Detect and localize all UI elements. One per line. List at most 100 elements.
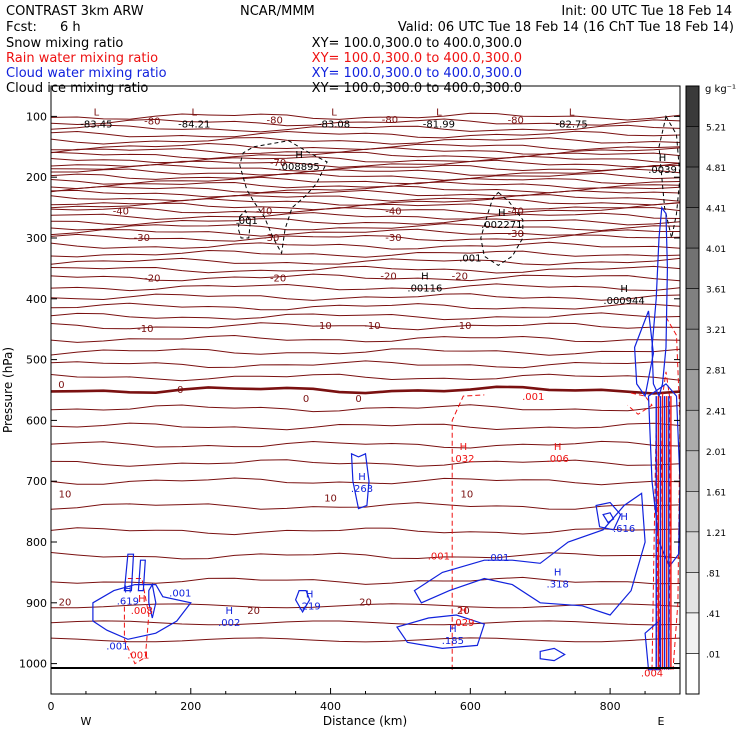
- rain-max-marker: H: [138, 594, 146, 605]
- isotherm-line: [51, 422, 680, 431]
- forecast-hour: 6 h: [60, 20, 81, 35]
- snow-max-value: .008895: [278, 162, 319, 173]
- y-tick-label: 200: [26, 171, 47, 184]
- isotherm-line: [51, 249, 680, 258]
- isotherm-label: 20: [59, 598, 72, 609]
- isotherm-line: [51, 168, 680, 176]
- cloud-water-max-marker: H: [306, 590, 314, 601]
- snow-contours: [237, 115, 680, 266]
- init-time: Init: 00 UTC Tue 18 Feb 14: [561, 4, 732, 19]
- isotherm-line: [51, 576, 680, 585]
- isotherm-label: -20: [380, 272, 396, 283]
- legend-cloud-ice-name: Cloud ice mixing ratio: [6, 81, 148, 96]
- y-tick-label: 600: [26, 414, 47, 427]
- cloud-water-max-value: .185: [442, 636, 464, 647]
- freezing-level-isotherm: [51, 385, 680, 395]
- contour-labels: -80 -80 -80 -80 -70 -40 -40 -40 -40 -30 -30 -30 -30 -…: [58, 108, 677, 680]
- isotherm-line: [51, 552, 680, 560]
- snow-max-marker: H: [295, 150, 303, 161]
- cloud-water-contour: [651, 205, 669, 398]
- isotherm-label: -40: [113, 207, 129, 218]
- colorbar-swatch: [685, 409, 700, 452]
- rain-contour: [658, 371, 671, 670]
- isotherm-line: [51, 265, 680, 274]
- rain-contour-label: .001: [127, 650, 149, 661]
- cloud-water-contour: [396, 614, 486, 650]
- y-tick-label: 400: [26, 293, 47, 306]
- snow-contour: [658, 115, 680, 239]
- isotherm-line: [51, 283, 680, 292]
- colorbar-swatch: [685, 653, 700, 695]
- colorbar-unit: g kg⁻¹: [705, 84, 736, 95]
- snow-max-marker: H: [498, 208, 506, 219]
- isotherm-line: [51, 172, 680, 181]
- temperature-min-marker: L: [191, 108, 197, 119]
- rain-max-value: .008: [131, 606, 153, 617]
- isotherm-line: [51, 477, 680, 486]
- isotherm-line: [51, 459, 680, 467]
- colorbar-swatch: [685, 450, 700, 492]
- isotherm-line: [51, 637, 680, 643]
- cloud-water-max-marker: H: [358, 472, 366, 483]
- forecast-label: Fcst:: [6, 20, 37, 35]
- isotherm-label: -70: [270, 158, 286, 169]
- rain-max-value: .032: [452, 454, 474, 465]
- isotherm-label: -20: [452, 272, 468, 283]
- isotherm-label: 20: [247, 606, 260, 617]
- legend-rain-name: Rain water mixing ratio: [6, 51, 158, 66]
- colorbar-label: 2.41: [706, 407, 726, 417]
- plot-area: -80 -80 -80 -80 -70 -40 -40 -40 -40 -30 -30 -30 -30 -…: [51, 108, 680, 680]
- isotherm-label: 0: [355, 394, 361, 405]
- cloud-water-contour: [602, 512, 615, 524]
- y-tick-label: 500: [26, 354, 47, 367]
- colorbar-swatch: [685, 531, 700, 573]
- y-tick-label: 100: [26, 110, 47, 123]
- cloud-water-max-marker: H: [225, 606, 233, 617]
- colorbar-label: 4.01: [706, 245, 726, 255]
- cloud-water-max-value: .616: [613, 524, 635, 535]
- colorbar-label: .41: [706, 610, 720, 620]
- temperature-min-marker: L: [569, 108, 575, 119]
- colorbar-swatch: [685, 572, 700, 614]
- x-axis-title: Distance (km): [323, 714, 407, 728]
- y-axis-title: Pressure (hPa): [1, 347, 15, 433]
- isotherm-line: [51, 302, 680, 311]
- isotherm-line: [51, 273, 680, 282]
- isotherm-line: [51, 124, 680, 133]
- isotherm-label: 0: [58, 380, 64, 391]
- cloud-water-contour: [350, 452, 370, 510]
- isotherm-line: [51, 130, 680, 139]
- isotherm-line: [51, 112, 680, 121]
- isotherm-line: [51, 293, 680, 301]
- legend-cloud-water-xy: XY= 100.0,300.0 to 400.0,300.0: [312, 66, 522, 81]
- isotherm-label: 10: [324, 494, 337, 505]
- rain-max-marker: H: [460, 442, 468, 453]
- isotherm-label: -10: [137, 324, 153, 335]
- isotherm-line: [51, 620, 680, 626]
- y-tick-label: 900: [26, 597, 47, 610]
- isotherm-label: 20: [457, 606, 470, 617]
- colorbar-swatch: [685, 247, 700, 289]
- colorbar-label: 4.41: [706, 205, 726, 215]
- temperature-min-value: -83.45: [80, 120, 112, 131]
- isotherm-label: -40: [508, 207, 524, 218]
- isotherm-line: [51, 212, 680, 220]
- snow-max-marker: H: [620, 284, 628, 295]
- cloud-water-contour: [148, 582, 157, 619]
- temperature-min-value: -81.99: [423, 120, 455, 131]
- colorbar-label: 2.01: [706, 448, 726, 458]
- colorbar-label: 4.81: [706, 164, 726, 174]
- isotherm-label: -80: [144, 117, 160, 128]
- model-title: CONTRAST 3km ARW: [6, 4, 144, 19]
- isotherm-line: [51, 194, 680, 202]
- colorbar-label: 1.61: [706, 488, 726, 498]
- isotherm-line: [51, 202, 680, 211]
- isotherm-label: -20: [270, 274, 286, 285]
- isotherm-label: 20: [359, 598, 372, 609]
- snow-contour: [237, 209, 251, 239]
- x-tick-label: 200: [180, 700, 201, 713]
- cloud-water-max-marker: H: [620, 512, 628, 523]
- isotherm-label: -30: [508, 229, 524, 240]
- cloud-water-contour: [647, 383, 680, 568]
